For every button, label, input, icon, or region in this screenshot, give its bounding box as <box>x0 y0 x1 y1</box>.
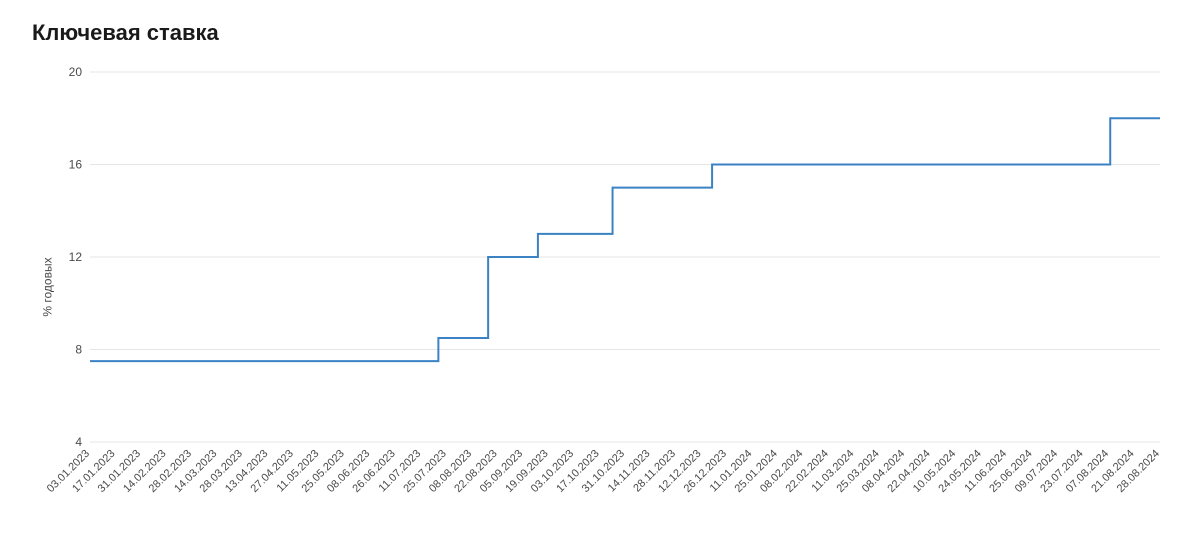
line-chart: 4812162003.01.202317.01.202331.01.202314… <box>30 52 1170 522</box>
chart-area: % годовых 4812162003.01.202317.01.202331… <box>30 52 1170 522</box>
y-axis-label: % годовых <box>41 257 55 316</box>
series-line <box>90 118 1160 361</box>
chart-title: Ключевая ставка <box>32 20 1170 46</box>
y-tick-label: 8 <box>75 343 82 357</box>
y-tick-label: 20 <box>69 65 83 79</box>
y-tick-label: 12 <box>69 250 83 264</box>
y-tick-label: 16 <box>69 158 83 172</box>
y-tick-label: 4 <box>75 435 82 449</box>
